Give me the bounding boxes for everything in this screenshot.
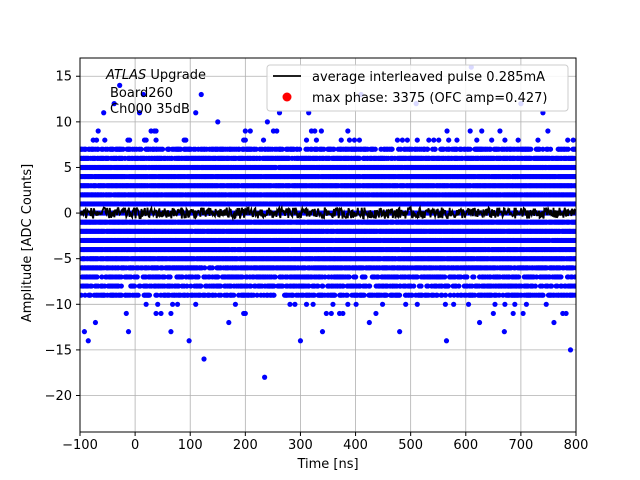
data-point [290,292,296,298]
data-point [573,283,576,289]
data-point [532,283,539,289]
data-point [572,292,576,298]
data-point [439,292,445,298]
data-point [215,274,221,280]
data-point [272,274,278,280]
data-point [572,274,576,280]
data-point [134,274,140,280]
data-point [442,274,448,280]
data-point [320,283,326,289]
data-point [344,292,350,298]
data-point [472,292,478,298]
data-point [306,283,312,289]
data-point [451,292,457,298]
data-point [179,274,185,280]
data-point [396,292,403,298]
data-point [154,292,160,298]
data-point [418,283,424,289]
data-point [202,265,208,271]
data-point [146,292,153,298]
data-point [409,292,415,298]
data-point [496,292,502,298]
data-point [118,292,125,298]
data-point [447,292,453,298]
data-point [549,283,555,289]
data-point [87,292,93,298]
data-point [88,283,95,289]
data-point [82,292,88,298]
data-point [280,283,286,289]
data-point [188,283,194,289]
data-point [209,265,215,271]
data-point [445,283,451,289]
data-point [362,274,368,280]
data-point [311,292,317,298]
data-point [198,283,204,289]
data-point [346,274,352,280]
data-point [315,283,321,289]
data-point [137,283,143,289]
data-point [340,283,346,289]
data-point [425,283,431,289]
data-point [184,283,190,289]
plot-area [80,64,576,380]
data-point [332,292,338,298]
data-point [231,292,237,298]
data-point [367,283,373,289]
data-point [161,274,168,280]
data-point [118,283,124,289]
data-point [456,283,462,289]
data-point [383,292,390,298]
data-point [99,274,105,280]
data-point [118,274,124,280]
data-point [442,292,449,298]
data-point [464,274,470,280]
data-point [254,292,260,298]
data-point [471,274,477,280]
data-point [239,274,245,280]
data-point [218,292,224,298]
data-point [94,274,100,280]
data-point [135,292,141,298]
data-point [515,274,522,280]
data-point [411,283,417,289]
data-point [271,292,277,298]
data-point [558,274,564,280]
data-point [361,292,367,298]
data-point [217,283,224,289]
data-point [554,283,560,289]
data-point [248,283,254,289]
data-point [195,274,201,280]
data-point [212,292,218,298]
data-point [540,292,546,298]
data-point [353,274,359,280]
data-point [250,292,256,298]
data-point [434,292,440,298]
data-point [167,274,173,280]
data-point [271,283,277,289]
data-point [131,283,138,289]
